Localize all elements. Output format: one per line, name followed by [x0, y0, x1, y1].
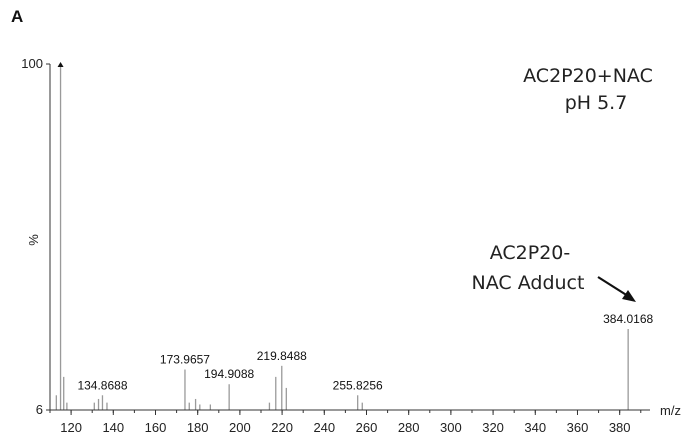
y-tick-label: 100 [21, 56, 43, 71]
x-ticks: 120 140 160 180 200 220 240 260 280 300 320 340 360 3… [49, 410, 642, 435]
x-tick-label: 340 [524, 420, 546, 435]
x-tick-label: 140 [102, 420, 124, 435]
base-peak-marker [57, 62, 64, 67]
peak-label: 173.9657 [160, 353, 210, 367]
sample-title-line2: pH 5.7 [565, 92, 628, 114]
x-tick-label: 200 [229, 420, 251, 435]
x-tick-label: 380 [609, 420, 631, 435]
peak-label: 255.8256 [333, 378, 383, 392]
x-tick-label: 240 [313, 420, 335, 435]
adduct-label-line2: NAC Adduct [472, 272, 585, 294]
x-tick-label: 360 [567, 420, 589, 435]
y-tick-label: 6 [36, 402, 43, 417]
x-tick-label: 260 [356, 420, 378, 435]
adduct-arrow-shaft [597, 276, 629, 297]
x-tick-label: 300 [440, 420, 462, 435]
x-tick-label: 180 [187, 420, 209, 435]
peak-label: 384.0168 [603, 312, 653, 326]
x-tick-label: 280 [398, 420, 420, 435]
x-tick-label: 220 [271, 420, 293, 435]
peak-label: 194.9088 [204, 367, 254, 381]
x-tick-label: 160 [145, 420, 167, 435]
adduct-arrow-head [622, 290, 636, 302]
y-ticks: 6 100 [21, 56, 50, 417]
x-tick-label: 120 [60, 420, 82, 435]
y-axis-label: % [26, 234, 41, 246]
peak-label: 134.8688 [77, 378, 127, 392]
x-tick-label: 320 [482, 420, 504, 435]
panel-label: A [11, 7, 23, 26]
peak-label: 219.8488 [257, 349, 307, 363]
adduct-label-line1: AC2P20- [490, 242, 571, 264]
sample-title-line1: AC2P20+NAC [523, 65, 653, 87]
x-axis-label: m/z [660, 403, 681, 418]
